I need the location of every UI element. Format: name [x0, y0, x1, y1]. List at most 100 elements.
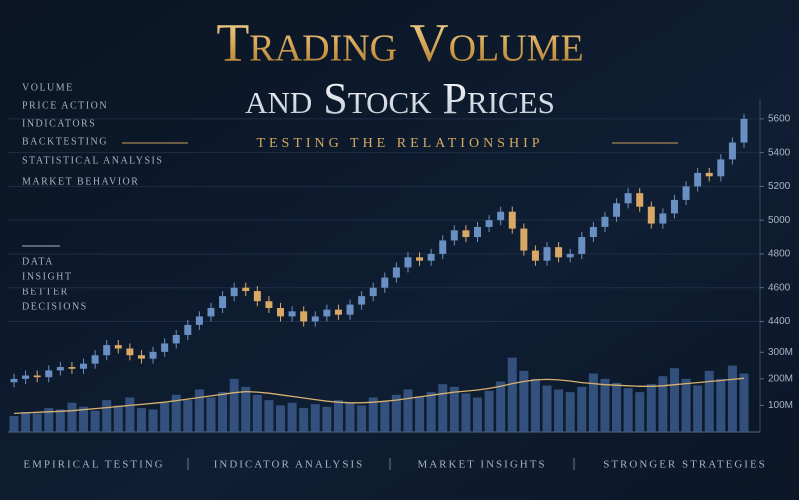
volume-bar: [252, 394, 262, 432]
candle-body: [416, 257, 424, 261]
candle-body: [346, 304, 354, 315]
volume-bar: [391, 394, 401, 432]
volume-bar: [90, 410, 100, 432]
volume-bar: [357, 405, 367, 432]
sidebar-topic: PRICE ACTION: [22, 100, 108, 111]
candle-body: [219, 296, 227, 308]
sidebar-topic: INDICATORS: [22, 118, 96, 129]
volume-bar: [658, 376, 668, 432]
candle-body: [497, 211, 505, 221]
y-tick-label: 5400: [768, 147, 791, 158]
volume-bar: [79, 406, 89, 432]
volume-bar: [681, 378, 691, 432]
footer-item: INDICATOR ANALYSIS: [214, 459, 365, 471]
volume-bar: [507, 357, 517, 432]
y-tick-label: 5000: [768, 215, 791, 226]
volume-bar: [415, 396, 425, 432]
sidebar-tagline: BETTER: [22, 286, 69, 297]
candle-body: [103, 345, 111, 356]
candle-body: [404, 257, 412, 268]
volume-bar: [368, 397, 378, 432]
candle-body: [381, 277, 389, 288]
candle-body: [450, 230, 458, 241]
candle-body: [80, 363, 88, 369]
volume-bar: [310, 404, 320, 432]
candle-body: [265, 301, 273, 308]
chart: 4400 4600 4800 5000 5200 5400 5600 100M 200M 300M: [8, 114, 793, 432]
moving-average-line: [13, 377, 745, 415]
candle-body: [636, 193, 644, 207]
candle-body: [566, 253, 574, 258]
sidebar-topic: VOLUME: [22, 82, 74, 93]
candle-body: [91, 355, 99, 364]
candle-body: [126, 348, 134, 356]
y2-tick-label: 100M: [768, 400, 793, 411]
volume-bar: [612, 382, 622, 432]
volume-bar: [704, 370, 714, 432]
volume-bar: [9, 416, 19, 432]
candle-body: [613, 203, 621, 217]
candle-body: [149, 351, 157, 359]
candle-body: [195, 316, 203, 325]
volume-bar: [67, 402, 77, 432]
volume-bar: [600, 378, 610, 432]
volume-bar: [299, 408, 309, 432]
volume-bar: [426, 392, 436, 432]
volume-bar: [160, 402, 170, 432]
volume-bar: [136, 408, 146, 432]
candle-body: [33, 375, 41, 378]
candle-body: [485, 220, 493, 227]
y-tick-label: 5600: [768, 114, 791, 125]
candle-body: [172, 334, 180, 344]
footer-item: STRONGER STRATEGIES: [603, 459, 767, 471]
candle-body: [161, 343, 169, 352]
volume-bar: [669, 368, 679, 432]
candle-body: [624, 193, 632, 204]
volume-bar: [496, 381, 506, 432]
volume-bar: [472, 397, 482, 432]
sidebar-tagline: DATA: [22, 256, 54, 267]
volume-bar: [727, 365, 737, 432]
candle-body: [589, 226, 597, 238]
volume-bar: [542, 385, 552, 432]
candle-body: [137, 355, 145, 359]
candle-body: [578, 237, 586, 254]
subtitle: TESTING THE RELATIONSHIP: [256, 136, 543, 151]
volume-bar: [21, 412, 31, 432]
candle-body: [670, 199, 678, 214]
volume-bar: [113, 405, 123, 432]
candle-body: [427, 253, 435, 261]
candle-body: [520, 228, 528, 251]
volume-bar: [530, 378, 540, 432]
volume-bar: [125, 397, 135, 432]
sidebar-tagline: INSIGHT: [22, 271, 73, 282]
candle-body: [601, 216, 609, 227]
volume-bar: [646, 384, 656, 432]
sidebar-topic: STATISTICAL ANALYSIS: [22, 155, 163, 166]
candle-body: [230, 287, 238, 297]
y-tick-label: 4600: [768, 282, 791, 293]
volume-bar: [461, 393, 471, 432]
volume-bar: [345, 402, 355, 432]
candle-body: [705, 172, 713, 177]
volume-bar: [484, 390, 494, 432]
volume-bar: [380, 401, 390, 432]
volume-bar: [333, 400, 343, 432]
candle-body: [334, 309, 342, 315]
volume-bar: [322, 406, 332, 432]
volume-bar: [623, 388, 633, 432]
footer: [187, 458, 575, 470]
volume-bar: [183, 400, 193, 432]
volume-bar: [171, 394, 181, 432]
volume-bar: [577, 386, 587, 432]
volume-bar: [716, 378, 726, 432]
volume-bar: [554, 389, 564, 432]
volume-bar: [44, 408, 54, 432]
volume-bar: [32, 413, 42, 432]
candle-body: [45, 370, 53, 378]
candle-body: [392, 267, 400, 278]
y2-tick-label: 300M: [768, 347, 793, 358]
sidebar-tagline: DECISIONS: [22, 301, 88, 312]
candle-body: [300, 311, 308, 322]
candle-body: [740, 118, 748, 143]
